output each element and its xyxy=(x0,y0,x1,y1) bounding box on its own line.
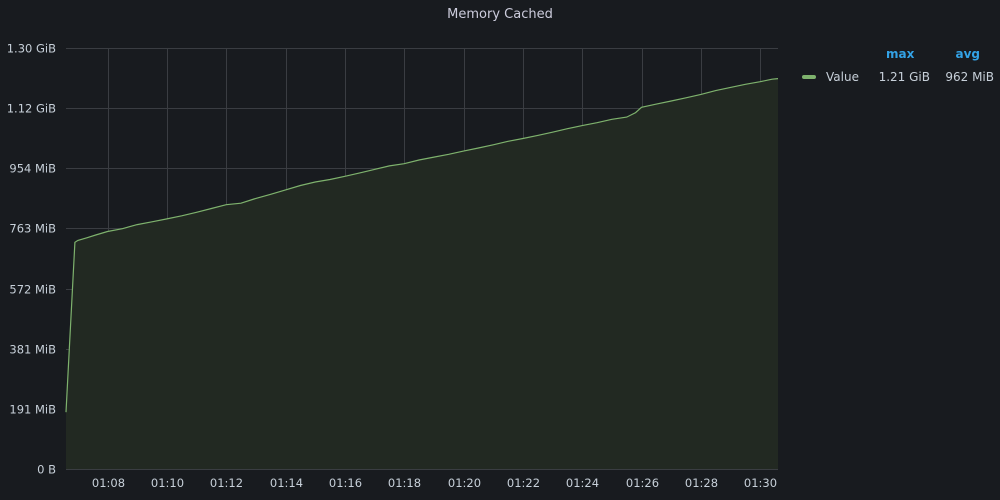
x-tick-label: 01:18 xyxy=(388,476,421,490)
x-tick-label: 01:14 xyxy=(270,476,303,490)
y-tick-label: 763 MiB xyxy=(9,222,56,236)
y-tick-label: 1.30 GiB xyxy=(7,42,56,56)
x-tick-label: 01:28 xyxy=(685,476,718,490)
x-tick-label: 01:24 xyxy=(566,476,599,490)
legend-header-avg[interactable]: avg xyxy=(955,47,980,61)
x-tick-label: 01:26 xyxy=(626,476,659,490)
y-tick-label: 0 B xyxy=(37,463,56,477)
legend: max avg Value 1.21 GiB 962 MiB xyxy=(795,44,995,90)
legend-item-avg: 962 MiB xyxy=(945,70,994,84)
y-tick-label: 1.12 GiB xyxy=(7,102,56,116)
legend-item-max: 1.21 GiB xyxy=(878,70,930,84)
series-line xyxy=(65,78,779,413)
x-tick-label: 01:12 xyxy=(210,476,243,490)
legend-header: max avg xyxy=(795,44,995,64)
x-tick-label: 01:16 xyxy=(329,476,362,490)
x-tick-label: 01:22 xyxy=(507,476,540,490)
series-area-fill xyxy=(66,78,778,469)
x-tick-label: 01:20 xyxy=(448,476,481,490)
y-tick-label: 381 MiB xyxy=(9,343,56,357)
x-tick-label: 01:08 xyxy=(92,476,125,490)
legend-item-value[interactable]: Value 1.21 GiB 962 MiB xyxy=(795,64,995,90)
legend-item-name: Value xyxy=(826,70,859,84)
panel-title[interactable]: Memory Cached xyxy=(447,7,553,22)
y-tick-label: 572 MiB xyxy=(9,283,56,297)
x-tick-label: 01:30 xyxy=(744,476,777,490)
y-tick-label: 191 MiB xyxy=(9,403,56,417)
y-axis: 0 B 191 MiB 381 MiB 572 MiB 763 MiB 954 MiB 1.… xyxy=(7,42,56,477)
legend-header-max[interactable]: max xyxy=(885,47,915,61)
x-tick-label: 01:10 xyxy=(151,476,184,490)
x-axis: 01:08 01:10 01:12 01:14 01:16 01:18 01:20 01:22… xyxy=(92,476,777,490)
legend-swatch xyxy=(802,75,816,79)
y-tick-label: 954 MiB xyxy=(9,162,56,176)
series-area xyxy=(65,78,779,469)
